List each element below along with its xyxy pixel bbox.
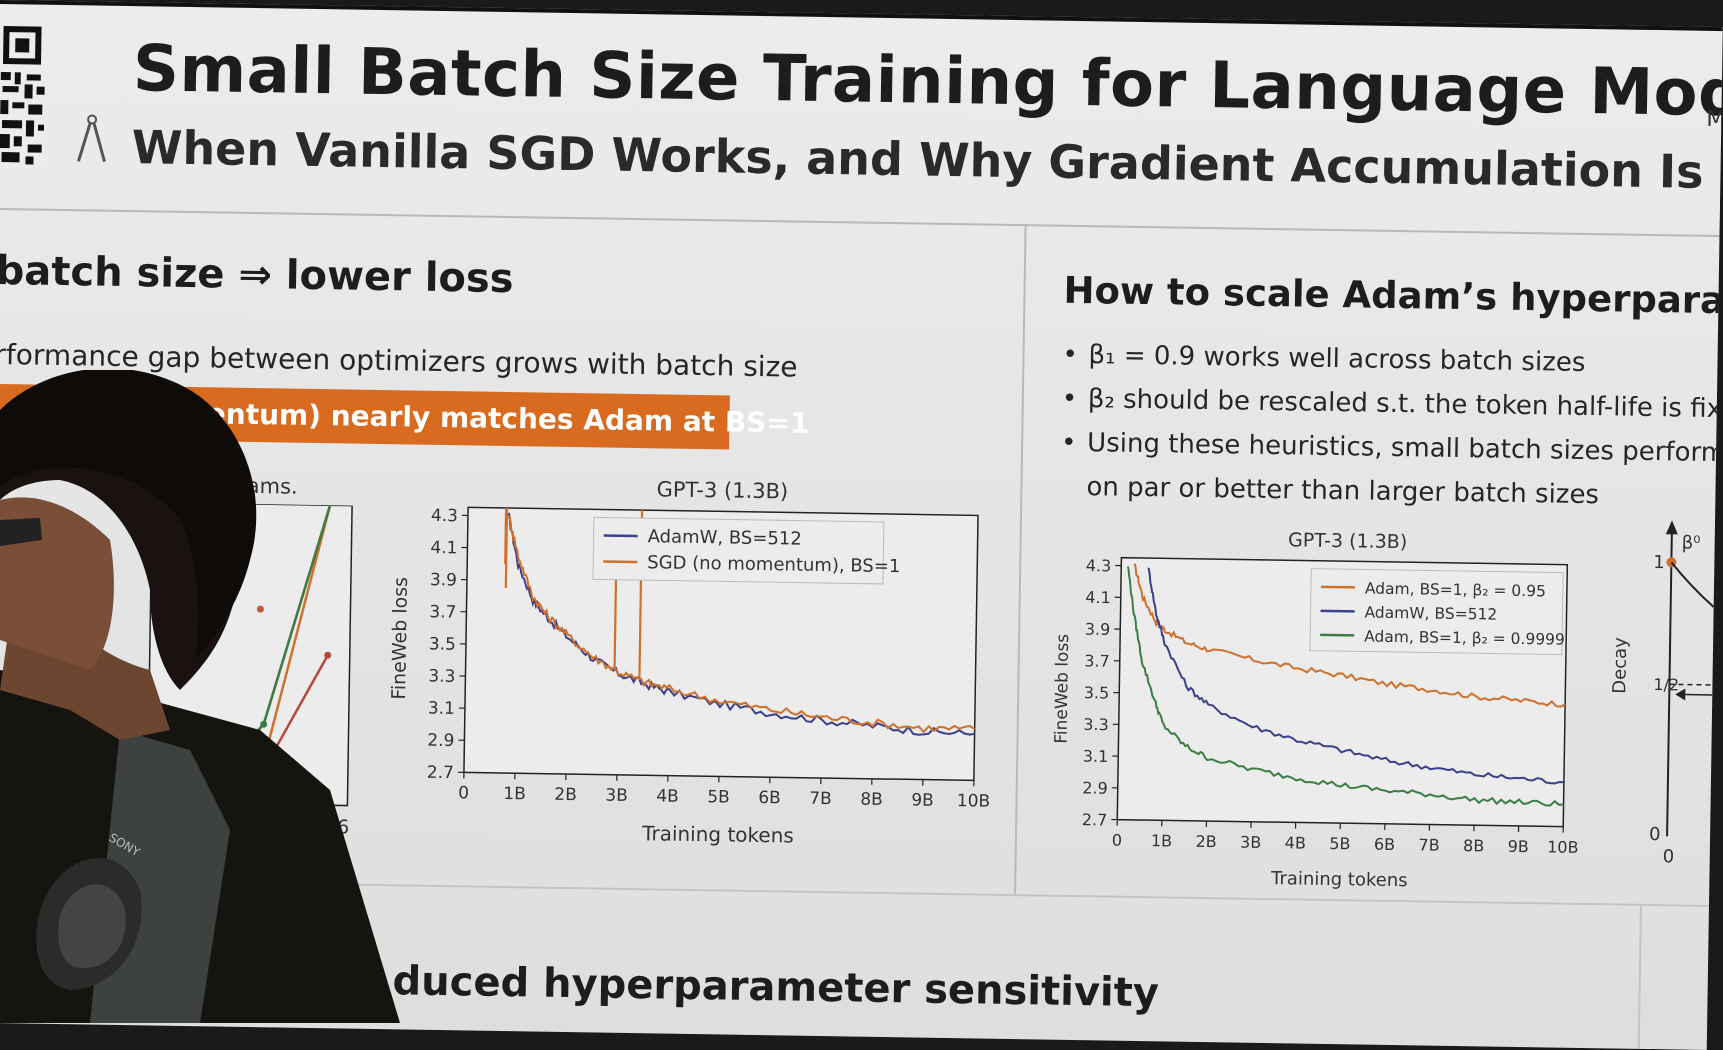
legend-swatch bbox=[1321, 611, 1355, 612]
title-right-fragment: M bbox=[1706, 107, 1723, 132]
x-tick-label: 6B bbox=[1374, 835, 1395, 854]
right-section-heading: How to scale Adam’s hyperparamete bbox=[1063, 269, 1723, 324]
legend-entry: AdamW, BS=512 bbox=[647, 526, 801, 549]
x-tick-label: 0 bbox=[1112, 831, 1122, 850]
x-tick-label: 8B bbox=[1463, 836, 1484, 855]
x-tick-label: 2B bbox=[554, 785, 577, 805]
section-divider-bottom-right bbox=[1637, 906, 1642, 1050]
x-tick-label: 2B bbox=[1195, 832, 1216, 851]
y-tick-label: 3.1 bbox=[1083, 747, 1109, 766]
section-divider-top bbox=[0, 208, 1720, 237]
x-tick-label: 10B bbox=[957, 791, 991, 812]
bullet-list: β₁ = 0.9 works well across batch sizes β… bbox=[1060, 333, 1723, 520]
top-dark-band bbox=[0, 0, 1723, 31]
y-tick-label: 2.9 bbox=[427, 731, 454, 751]
y-tick-label: 3.1 bbox=[428, 699, 455, 719]
legend-entry: SGD (no momentum), BS=1 bbox=[647, 552, 900, 577]
loss-spike bbox=[615, 570, 617, 670]
legend-entry: Adam, BS=1, β₂ = 0.95 bbox=[1365, 580, 1546, 601]
x-tick-label: 3B bbox=[605, 786, 628, 806]
y-tick-label: 3.7 bbox=[429, 602, 456, 622]
y-tick-label: 4.3 bbox=[431, 506, 458, 526]
legend-swatch bbox=[1321, 587, 1355, 588]
x-tick-label: 9B bbox=[1508, 837, 1529, 856]
person-foreground: SONY bbox=[0, 370, 420, 1023]
x-tick-label: 6B bbox=[758, 788, 781, 808]
legend-swatch bbox=[603, 562, 637, 563]
bullet-continuation: on par or better than larger batch sizes bbox=[1060, 465, 1723, 520]
y-tick-label: 3.3 bbox=[1083, 715, 1109, 734]
y-tick-label: 4.3 bbox=[1086, 556, 1112, 575]
bottom-section-heading: duced hyperparameter sensitivity bbox=[392, 958, 1159, 1016]
x-tick-label: 7B bbox=[809, 789, 832, 809]
y-tick-label: 3.5 bbox=[429, 634, 456, 654]
x-tick-label: 7B bbox=[1418, 835, 1439, 854]
x-tick-label: 8B bbox=[860, 790, 883, 810]
x-tick-label: 1B bbox=[503, 784, 526, 804]
x-axis-label: Training tokens bbox=[641, 821, 794, 847]
chart-title: GPT-3 (1.3B) bbox=[1288, 529, 1407, 553]
y-tick-label: 3.9 bbox=[430, 570, 457, 590]
decay-y-top: 1 bbox=[1653, 552, 1665, 573]
y-tick-label: 2.7 bbox=[1082, 810, 1108, 829]
left-section-heading: batch size ⇒ lower loss bbox=[0, 248, 514, 302]
decay-chart: Decay 1 1/2 0 0 β⁰ bbox=[1607, 515, 1715, 867]
loss-spike bbox=[505, 508, 506, 564]
x-tick-label: 10B bbox=[1547, 837, 1579, 856]
y-tick-label: 2.9 bbox=[1082, 778, 1108, 797]
sgd-loss-chart: GPT-3 (1.3B) 0 1B 2B 3B 4B 5B 6B 7B 8B 9B 10B 4.3 4.… bbox=[376, 466, 1002, 876]
decay-y-half: 1/2 bbox=[1653, 675, 1679, 694]
legend-swatch bbox=[1320, 635, 1354, 636]
y-axis-label: FineWeb loss bbox=[1051, 634, 1073, 744]
y-tick-label: 3.3 bbox=[428, 666, 455, 686]
x-axis-label: Training tokens bbox=[1270, 868, 1408, 891]
y-tick-label: 4.1 bbox=[430, 538, 457, 558]
x-tick-label: 0 bbox=[458, 783, 469, 803]
x-tick-label: 1B bbox=[1151, 831, 1172, 850]
decay-beta-label: β⁰ bbox=[1682, 532, 1701, 553]
legend-swatch bbox=[604, 536, 638, 537]
y-tick-label: 3.7 bbox=[1084, 651, 1110, 670]
section-divider-vertical bbox=[1014, 226, 1026, 894]
x-tick-label: 4B bbox=[1285, 833, 1306, 852]
poster-subtitle: When Vanilla SGD Works, and Why Gradient… bbox=[131, 120, 1723, 203]
y-tick-label: 2.7 bbox=[427, 763, 454, 783]
y-tick-label: 3.5 bbox=[1084, 683, 1110, 702]
x-tick-label: 9B bbox=[911, 790, 934, 810]
x-tick-label: 5B bbox=[707, 787, 730, 807]
x-tick-label: 5B bbox=[1329, 834, 1350, 853]
chart-title: GPT-3 (1.3B) bbox=[656, 477, 788, 503]
y-tick-label: 4.1 bbox=[1085, 588, 1111, 607]
decay-y-zero: 0 bbox=[1649, 824, 1661, 845]
legend-entry: AdamW, BS=512 bbox=[1364, 604, 1497, 624]
compass-icon bbox=[73, 111, 110, 168]
legend-entry: Adam, BS=1, β₂ = 0.9999 bbox=[1364, 628, 1565, 649]
y-tick-label: 3.9 bbox=[1085, 620, 1111, 639]
decay-y-label: Decay bbox=[1609, 637, 1631, 694]
x-tick-label: 4B bbox=[656, 786, 679, 806]
x-tick-label: 3B bbox=[1240, 833, 1261, 852]
qr-code bbox=[0, 20, 48, 169]
decay-x-zero: 0 bbox=[1663, 846, 1675, 867]
adam-loss-chart: GPT-3 (1.3B) 0 1B 2B 3B 4B 5B 6B 7B 8B 9B 10B 4.3 4.… bbox=[1042, 517, 1588, 905]
poster-title: Small Batch Size Training for Language M… bbox=[132, 32, 1722, 133]
